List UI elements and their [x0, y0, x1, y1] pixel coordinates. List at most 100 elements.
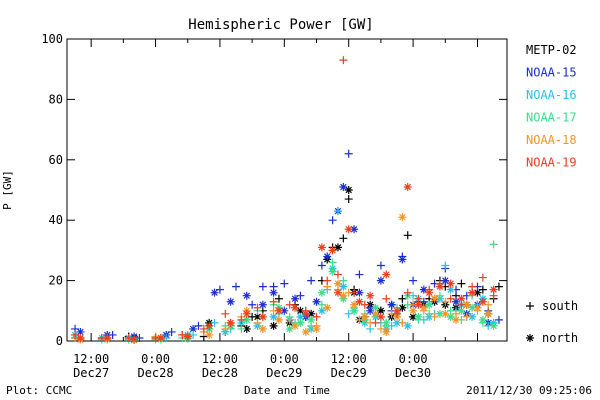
south-marker: [317, 300, 326, 309]
x-tick-date-label: Dec29: [331, 366, 367, 380]
north-marker: [339, 291, 348, 300]
south-marker: [71, 330, 80, 339]
north-marker: [371, 309, 380, 318]
north-marker: [376, 276, 385, 285]
south-marker: [307, 276, 316, 285]
south-marker: [339, 276, 348, 285]
north-marker: [258, 312, 267, 321]
north-marker: [333, 288, 342, 297]
south-marker: [253, 318, 262, 327]
south-marker: [339, 56, 348, 65]
south-marker: [382, 294, 391, 303]
south-marker: [312, 312, 321, 321]
north-marker: [312, 324, 321, 333]
south-marker: [258, 282, 267, 291]
north-marker: [339, 282, 348, 291]
south-marker: [344, 195, 353, 204]
y-tick-label: 60: [49, 153, 63, 167]
legend-south-label: south: [542, 299, 578, 313]
x-tick-date-label: Dec30: [395, 366, 431, 380]
south-marker: [328, 216, 337, 225]
north-marker: [382, 318, 391, 327]
south-marker: [124, 333, 133, 342]
south-marker: [232, 282, 241, 291]
south-marker: [494, 282, 503, 291]
north-marker: [473, 288, 482, 297]
chart-title: Hemispheric Power [GW]: [188, 17, 373, 33]
north-marker: [441, 309, 450, 318]
x-tick-time-label: 0:00: [399, 352, 428, 366]
x-tick-time-label: 12:00: [73, 352, 109, 366]
north-marker: [468, 303, 477, 312]
north-marker: [328, 246, 337, 255]
legend-entry: NOAA-19: [526, 156, 577, 170]
north-marker: [489, 285, 498, 294]
south-marker: [280, 279, 289, 288]
north-marker: [328, 267, 337, 276]
y-tick-label: 0: [56, 334, 63, 348]
legend-entry: NOAA-18: [526, 133, 577, 147]
north-marker: [360, 312, 369, 321]
north-marker: [425, 288, 434, 297]
north-marker: [484, 309, 493, 318]
south-marker: [210, 318, 219, 327]
north-marker: [333, 243, 342, 252]
x-tick-time-label: 12:00: [331, 352, 367, 366]
north-marker: [242, 315, 251, 324]
north-marker: [205, 330, 214, 339]
north-marker: [350, 300, 359, 309]
south-marker: [328, 258, 337, 267]
south-marker: [269, 297, 278, 306]
south-marker: [430, 312, 439, 321]
x-tick-time-label: 0:00: [141, 352, 170, 366]
north-marker: [419, 303, 428, 312]
axis-ticks: 02040608010012:00Dec270:00Dec2812:00Dec2…: [41, 32, 507, 380]
south-marker: [339, 234, 348, 243]
south-marker: [484, 300, 493, 309]
south-marker: [350, 288, 359, 297]
north-marker: [446, 279, 455, 288]
north-marker: [274, 315, 283, 324]
north-marker: [344, 225, 353, 234]
north-marker: [452, 297, 461, 306]
south-marker: [360, 300, 369, 309]
plot-frame: [66, 38, 508, 342]
north-marker: [301, 327, 310, 336]
north-marker: [452, 315, 461, 324]
x-tick-date-label: Dec27: [73, 366, 109, 380]
legend-north-label: north: [542, 331, 578, 345]
north-marker: [226, 318, 235, 327]
south-marker: [253, 303, 262, 312]
north-marker: [398, 213, 407, 222]
south-marker: [409, 276, 418, 285]
south-marker: [355, 315, 364, 324]
north-marker: [76, 327, 85, 336]
legend-entry: METP-02: [526, 43, 577, 57]
north-marker: [280, 306, 289, 315]
north-marker: [269, 288, 278, 297]
north-marker: [205, 321, 214, 330]
south-marker: [425, 309, 434, 318]
south-marker: [221, 324, 230, 333]
north-marker: [446, 312, 455, 321]
x-tick-date-label: Dec28: [137, 366, 173, 380]
north-marker: [291, 303, 300, 312]
south-marker: [274, 294, 283, 303]
south-marker: [221, 309, 230, 318]
north-marker: [468, 312, 477, 321]
south-marker: [489, 240, 498, 249]
north-marker: [398, 303, 407, 312]
south-marker: [494, 315, 503, 324]
north-marker: [462, 300, 471, 309]
north-marker: [425, 300, 434, 309]
north-marker: [526, 334, 534, 342]
north-marker: [317, 288, 326, 297]
north-marker: [296, 318, 305, 327]
south-marker: [478, 285, 487, 294]
north-marker: [269, 321, 278, 330]
north-marker: [382, 270, 391, 279]
south-marker: [237, 324, 246, 333]
south-marker: [285, 300, 294, 309]
north-marker: [130, 335, 139, 344]
north-marker: [242, 324, 251, 333]
